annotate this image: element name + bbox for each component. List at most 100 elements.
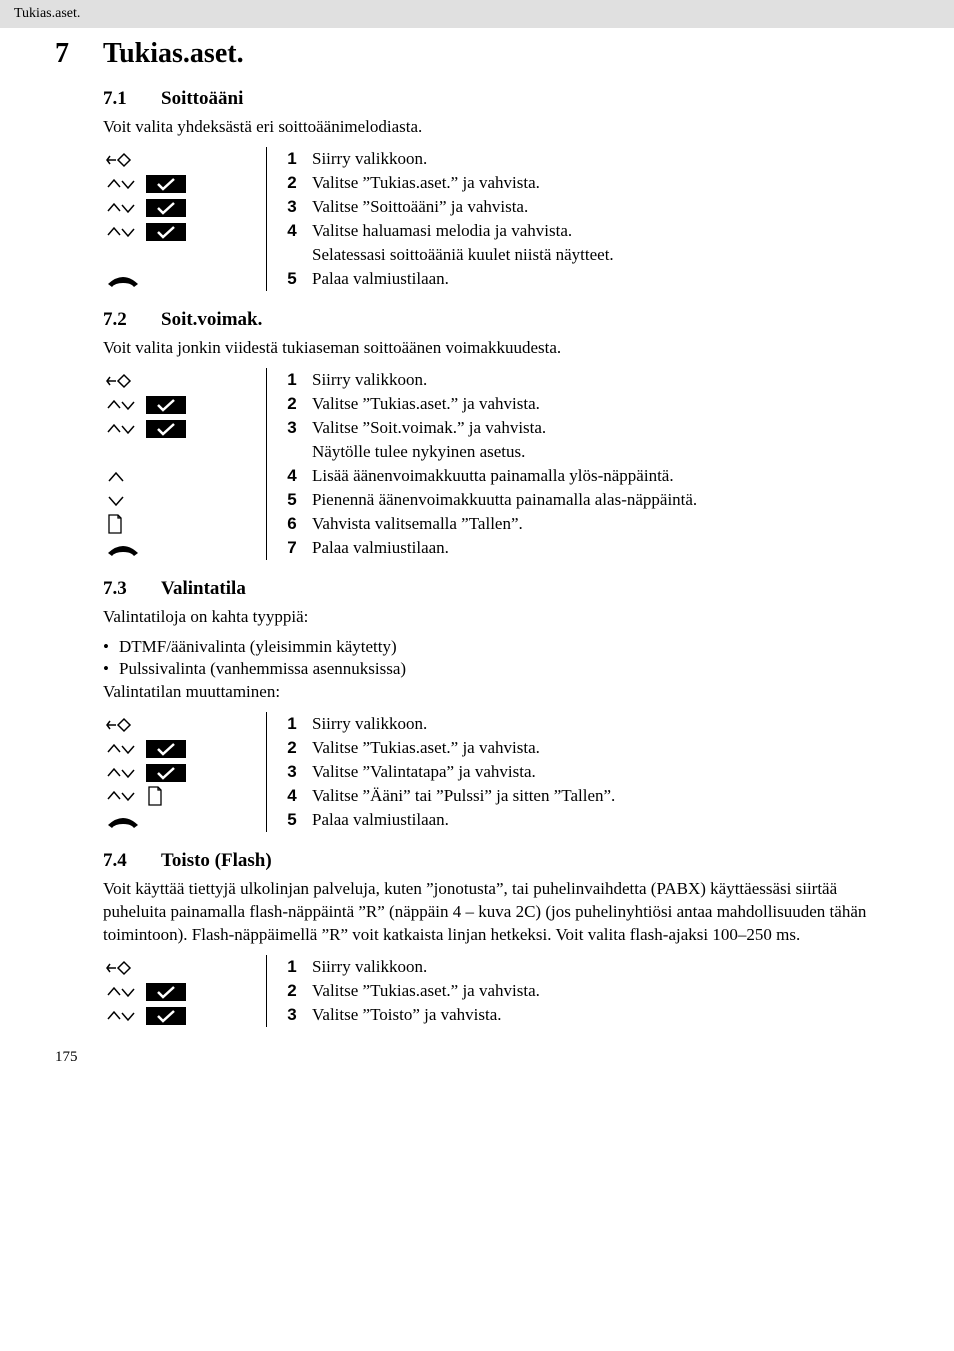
step-text: Valitse ”Toisto” ja vahvista.: [312, 1003, 540, 1027]
bullet-item: •Pulssivalinta (vanhemmissa asennuksissa…: [103, 659, 899, 679]
chapter-heading: 7 Tukias.aset.: [55, 38, 899, 70]
step-note: Näytölle tulee nykyinen asetus.: [268, 440, 697, 464]
step-icons: [103, 416, 267, 440]
up-icon: [106, 470, 126, 484]
step-number: 2: [268, 736, 312, 760]
step-row: 4 Valitse ”Ääni” tai ”Pulssi” ja sitten …: [103, 784, 615, 808]
step-icons: [103, 171, 267, 195]
step-row: 1 Siirry valikkoon.: [103, 147, 614, 171]
step-text: Vahvista valitsemalla ”Tallen”.: [312, 512, 697, 536]
step-number: 1: [268, 955, 312, 979]
section-heading: 7.4 Toisto (Flash): [103, 850, 899, 872]
ok-icon: [146, 223, 186, 241]
step-text: Pienennä äänenvoimakkuutta painamalla al…: [312, 488, 697, 512]
step-icons: [103, 219, 267, 243]
updown-icon: [106, 200, 136, 216]
step-text: Siirry valikkoon.: [312, 147, 614, 171]
bullet-text: DTMF/äänivalinta (yleisimmin käytetty): [119, 637, 397, 657]
updown-icon: [106, 397, 136, 413]
step-text: Valitse ”Tukias.aset.” ja vahvista.: [312, 392, 697, 416]
step-row: 2 Valitse ”Tukias.aset.” ja vahvista.: [103, 392, 697, 416]
step-icons: [103, 736, 267, 760]
step-text: Valitse ”Ääni” tai ”Pulssi” ja sitten ”T…: [312, 784, 615, 808]
step-icons: [103, 784, 267, 808]
section-title: Valintatila: [161, 578, 246, 600]
step-icons: [103, 464, 267, 488]
step-text: Valitse ”Tukias.aset.” ja vahvista.: [312, 979, 540, 1003]
step-row: 3 Valitse ”Soittoääni” ja vahvista.: [103, 195, 614, 219]
step-icons: [103, 147, 267, 171]
step-icons: [103, 760, 267, 784]
step-number: 5: [268, 488, 312, 512]
step-row: 2 Valitse ”Tukias.aset.” ja vahvista.: [103, 171, 614, 195]
step-number: 3: [268, 1003, 312, 1027]
updown-icon: [106, 741, 136, 757]
page-number: 175: [55, 1049, 899, 1066]
step-number: 2: [268, 979, 312, 1003]
step-number: 2: [268, 392, 312, 416]
updown-icon: [106, 224, 136, 240]
menu-icon: [106, 373, 132, 389]
step-icons: [103, 488, 267, 512]
section-heading: 7.2 Soit.voimak.: [103, 309, 899, 331]
menu-icon: [106, 152, 132, 168]
section-heading: 7.3 Valintatila: [103, 578, 899, 600]
steps-table: 1 Siirry valikkoon. 2 Valitse ”Tukias.as…: [103, 712, 616, 832]
updown-icon: [106, 984, 136, 1000]
hangup-icon: [106, 541, 140, 557]
step-number: 5: [268, 267, 312, 291]
ok-icon: [146, 420, 186, 438]
running-header: Tukias.aset.: [0, 0, 954, 28]
step-icons: [103, 195, 267, 219]
step-icons: [103, 267, 267, 291]
step-text: Siirry valikkoon.: [312, 712, 615, 736]
step-row: 5 Palaa valmiustilaan.: [103, 808, 615, 832]
section-intro: Voit käyttää tiettyjä ulkolinjan palvelu…: [103, 878, 899, 947]
step-icons: [103, 512, 267, 536]
chapter-number: 7: [55, 38, 103, 70]
ok-icon: [146, 175, 186, 193]
chapter-title: Tukias.aset.: [103, 38, 244, 70]
step-text: Valitse ”Soittoääni” ja vahvista.: [312, 195, 614, 219]
bullet-text: Pulssivalinta (vanhemmissa asennuksissa): [119, 659, 406, 679]
step-text: Valitse ”Valintatapa” ja vahvista.: [312, 760, 615, 784]
step-note: Selatessasi soittoääniä kuulet niistä nä…: [268, 243, 614, 267]
section-intro-2: Valintatilan muuttaminen:: [103, 681, 899, 704]
section-title: Soit.voimak.: [161, 309, 262, 331]
section-title: Soittoääni: [161, 88, 243, 110]
updown-icon: [106, 1008, 136, 1024]
hangup-icon: [106, 272, 140, 288]
step-row: 3 Valitse ”Valintatapa” ja vahvista.: [103, 760, 615, 784]
step-row: 1 Siirry valikkoon.: [103, 712, 615, 736]
step-number: 1: [268, 147, 312, 171]
step-icons: [103, 536, 267, 560]
section-number: 7.1: [103, 88, 161, 110]
ok-icon: [146, 199, 186, 217]
step-number: 4: [268, 219, 312, 243]
section-title: Toisto (Flash): [161, 850, 272, 872]
step-text: Valitse ”Tukias.aset.” ja vahvista.: [312, 736, 615, 760]
ok-icon: [146, 740, 186, 758]
step-text: Valitse ”Tukias.aset.” ja vahvista.: [312, 171, 614, 195]
step-text: Palaa valmiustilaan.: [312, 267, 614, 291]
step-text: Siirry valikkoon.: [312, 368, 697, 392]
step-number: 2: [268, 171, 312, 195]
step-text: Siirry valikkoon.: [312, 955, 540, 979]
section-number: 7.4: [103, 850, 161, 872]
step-icons: [103, 955, 267, 979]
updown-icon: [106, 788, 136, 804]
step-text: Valitse haluamasi melodia ja vahvista.: [312, 219, 614, 243]
step-row: 4 Lisää äänenvoimakkuutta painamalla ylö…: [103, 464, 697, 488]
bullet-list: •DTMF/äänivalinta (yleisimmin käytetty)•…: [103, 637, 899, 679]
step-row: 5 Palaa valmiustilaan.: [103, 267, 614, 291]
step-row: 1 Siirry valikkoon.: [103, 955, 540, 979]
step-icons: [103, 808, 267, 832]
section-heading: 7.1 Soittoääni: [103, 88, 899, 110]
step-number: 3: [268, 416, 312, 440]
updown-icon: [106, 176, 136, 192]
steps-table: 1 Siirry valikkoon. 2 Valitse ”Tukias.as…: [103, 368, 697, 560]
step-number: 3: [268, 195, 312, 219]
step-icons: [103, 712, 267, 736]
step-icons: [103, 1003, 267, 1027]
step-row: 6 Vahvista valitsemalla ”Tallen”.: [103, 512, 697, 536]
